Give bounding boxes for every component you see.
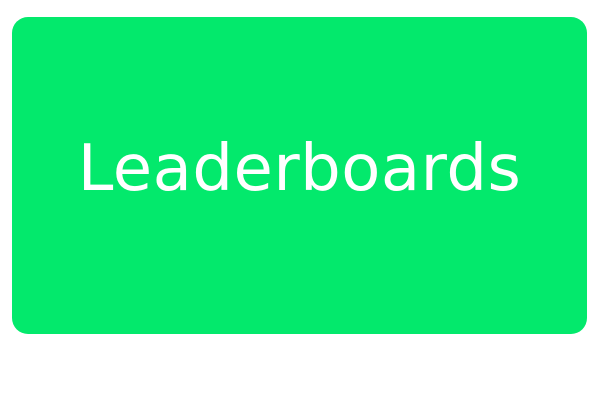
leaderboards-button-label: Leaderboards bbox=[77, 131, 522, 206]
leaderboards-button[interactable]: Leaderboards bbox=[12, 17, 587, 334]
